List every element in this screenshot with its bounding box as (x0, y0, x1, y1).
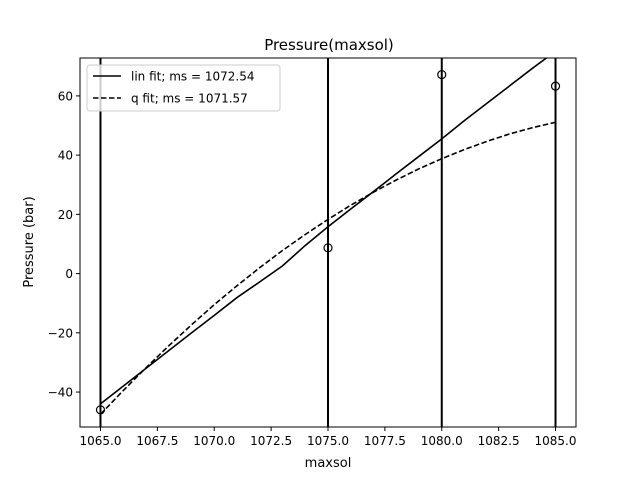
data-point (550, 81, 561, 91)
legend-box (86, 64, 281, 112)
data-point (323, 243, 333, 253)
y-tick-label: 40 (58, 149, 73, 163)
x-tick-label: 1080.0 (421, 434, 463, 448)
y-tick-label: −20 (48, 326, 73, 340)
x-tick-label: 1082.5 (478, 434, 520, 448)
linear-fit-line (99, 58, 547, 405)
y-axis-label: Pressure (bar) (22, 196, 37, 287)
x-tick-label: 1077.5 (364, 434, 406, 448)
plot-clip-group (99, 58, 557, 427)
y-tick-label: 0 (65, 267, 73, 281)
legend-label: q fit; ms = 1071.57 (131, 92, 248, 106)
data-point (95, 405, 106, 415)
legend-label: lin fit; ms = 1072.54 (131, 70, 254, 84)
x-tick-label: 1075.0 (307, 434, 349, 448)
data-point (437, 69, 447, 80)
chart-title: Pressure(maxsol) (264, 36, 394, 54)
legend: lin fit; ms = 1072.54 q fit; ms = 1071.57 (86, 64, 281, 112)
x-tick-label: 1067.5 (136, 434, 178, 448)
x-tick-label: 1072.5 (250, 434, 292, 448)
y-tick-label: −40 (48, 386, 73, 400)
x-axis-label: maxsol (305, 456, 352, 471)
x-tick-label: 1065.0 (79, 434, 121, 448)
quadratic-fit-line (99, 121, 556, 415)
axes: 1065.0 1067.5 1070.0 1072.5 1075.0 1077.5 1080… (48, 57, 577, 448)
x-tick-label: 1070.0 (193, 434, 235, 448)
y-tick-label: 60 (58, 89, 73, 103)
plot-area (95, 58, 561, 427)
x-tick-label: 1085.0 (535, 434, 577, 448)
y-tick-label: 20 (58, 208, 73, 222)
